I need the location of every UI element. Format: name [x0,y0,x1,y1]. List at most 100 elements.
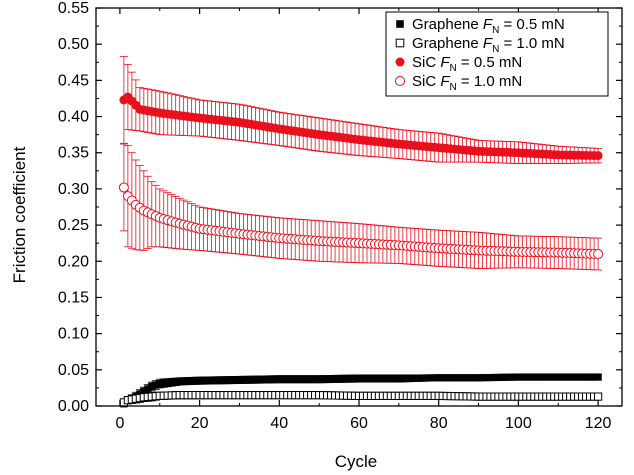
y-tick-label: 0.10 [58,326,89,343]
y-tick-label: 0.45 [58,72,89,89]
data-point [311,375,319,383]
data-point [466,374,475,382]
data-markers [118,92,604,408]
data-point [403,374,411,382]
data-point [558,373,566,381]
x-tick-label: 40 [270,415,288,432]
data-point [343,375,351,383]
x-tick-label: 0 [115,415,124,432]
y-tick-label: 0.05 [58,362,89,379]
data-point [494,373,503,382]
data-point [271,375,279,383]
data-point [207,376,216,385]
data-point [156,379,164,388]
data-point [518,373,526,381]
data-point [219,376,228,384]
data-point [435,374,443,382]
data-point [582,373,590,381]
data-point [379,374,387,383]
data-point [486,373,495,382]
y-tick-label: 0.20 [58,253,89,270]
legend-marker [396,20,404,28]
data-point [168,378,176,386]
data-point [184,377,192,385]
data-point [482,374,491,382]
data-point [291,375,299,383]
x-tick-label: 60 [350,415,368,432]
data-point [176,377,184,385]
data-point [192,377,200,385]
data-point [315,375,323,383]
data-point [275,375,283,383]
data-point [478,374,487,382]
data-point [267,375,275,383]
data-point [439,374,447,382]
x-tick-label: 80 [430,415,448,432]
legend-marker [395,76,405,86]
data-point [593,249,604,260]
data-point [319,375,327,383]
data-point [554,373,562,381]
x-axis-title: Cycle [335,452,378,471]
data-point [203,376,212,385]
data-point [455,374,463,382]
legend-marker [395,38,405,48]
data-point [407,374,415,382]
data-point [415,374,423,382]
data-point [355,374,363,383]
data-point [474,374,483,382]
data-point [303,375,311,383]
data-point [180,377,188,385]
data-point [538,373,546,381]
data-point [498,373,507,381]
data-point [307,375,315,383]
data-point [534,373,542,381]
data-point [339,375,347,383]
data-point [299,375,307,383]
data-point [542,373,550,381]
data-point [231,376,240,384]
data-point [562,373,570,381]
legend-entry: Graphene FN = 1.0 mN [412,35,565,55]
data-point [395,374,403,383]
data-point [506,373,515,381]
data-point [526,373,534,381]
data-point [251,376,259,384]
data-point [347,375,355,383]
data-point [118,182,129,193]
data-point [427,374,435,382]
data-point [566,373,574,381]
data-point [593,392,603,401]
data-point [470,374,479,382]
data-point [367,374,375,383]
legend-entry: SiC FN = 0.5 mN [412,54,522,74]
data-point [594,373,602,381]
data-point [514,373,522,381]
data-point [239,376,248,384]
data-point [530,373,538,381]
data-point [462,374,471,382]
data-point [391,374,399,383]
data-point [375,374,383,383]
data-point [363,374,371,383]
data-point [188,377,196,385]
data-point [164,379,172,387]
data-point [586,373,594,381]
data-point [247,376,256,384]
data-point [351,374,359,383]
data-point [443,374,451,382]
y-tick-label: 0.40 [58,109,89,126]
data-point [423,374,431,382]
y-tick-label: 0.15 [58,289,89,306]
data-point [574,373,582,381]
y-tick-label: 0.30 [58,181,89,198]
y-axis-title: Friction coefficient [10,146,29,283]
data-point [447,374,455,382]
data-point [459,374,467,382]
data-point [323,375,331,383]
data-point [243,376,252,384]
data-point [522,373,530,381]
data-point [215,376,224,384]
data-point [451,374,459,382]
